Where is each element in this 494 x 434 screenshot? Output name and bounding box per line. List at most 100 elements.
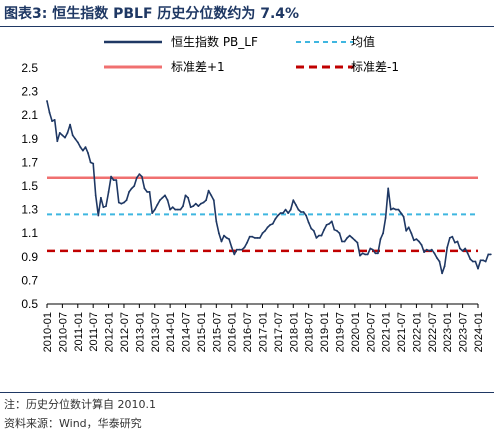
data-point bbox=[379, 238, 382, 241]
y-axis: 2.5 2.3 2.1 1.9 1.7 1.5 1.3 1.1 0.9 0.7 0.5 bbox=[21, 61, 38, 311]
x-tick-label: 2020-07 bbox=[365, 312, 377, 352]
data-point bbox=[48, 111, 51, 114]
data-point bbox=[413, 239, 415, 242]
data-point bbox=[369, 247, 372, 250]
data-point bbox=[125, 199, 128, 202]
data-point bbox=[433, 252, 436, 255]
data-point bbox=[305, 214, 307, 217]
data-point bbox=[348, 234, 351, 237]
data-point bbox=[164, 194, 166, 197]
data-point bbox=[315, 237, 318, 239]
data-point bbox=[307, 221, 310, 224]
data-point bbox=[182, 205, 184, 208]
data-point bbox=[297, 208, 300, 211]
data-point bbox=[102, 206, 105, 209]
data-point bbox=[89, 161, 92, 164]
x-tick-label: 2018-07 bbox=[304, 312, 316, 352]
y-tick-label: 2.3 bbox=[21, 85, 38, 99]
data-point bbox=[336, 229, 338, 232]
data-point bbox=[246, 241, 249, 244]
data-point bbox=[456, 240, 459, 243]
data-point bbox=[459, 247, 461, 250]
data-point bbox=[159, 199, 161, 202]
data-point bbox=[264, 229, 266, 232]
data-point bbox=[346, 237, 349, 239]
data-point bbox=[151, 212, 154, 215]
x-tick-label: 2021-07 bbox=[396, 312, 408, 352]
data-point bbox=[387, 187, 390, 190]
legend-label-plus1: 标准差+1 bbox=[171, 60, 225, 74]
x-tick-label: 2014-01 bbox=[165, 312, 177, 352]
data-point bbox=[200, 202, 202, 205]
data-point bbox=[92, 162, 95, 165]
y-tick-label: 1.7 bbox=[21, 155, 38, 169]
data-point bbox=[58, 132, 61, 134]
x-tick-label: 2015-07 bbox=[211, 312, 223, 352]
x-tick-label: 2012-07 bbox=[119, 312, 131, 352]
data-point bbox=[405, 229, 408, 232]
x-tick-label: 2015-01 bbox=[196, 312, 208, 352]
data-point bbox=[451, 235, 454, 238]
x-tick-label: 2012-01 bbox=[104, 312, 116, 352]
x-tick-label: 2016-07 bbox=[242, 312, 254, 352]
data-point bbox=[289, 208, 292, 211]
data-point bbox=[477, 267, 479, 270]
data-point bbox=[484, 260, 487, 263]
data-point bbox=[482, 259, 484, 262]
data-point bbox=[79, 146, 82, 148]
data-point bbox=[338, 232, 341, 235]
data-point bbox=[443, 265, 446, 268]
data-point bbox=[430, 248, 433, 251]
data-point bbox=[53, 119, 56, 121]
data-point bbox=[333, 228, 336, 231]
data-point bbox=[187, 196, 190, 199]
x-tick-label: 2022-07 bbox=[427, 312, 439, 352]
data-point bbox=[282, 212, 284, 215]
data-point bbox=[171, 206, 174, 209]
chart-title: 图表3: 恒生指数 PBLF 历史分位数约为 7.4% bbox=[4, 6, 300, 22]
data-point bbox=[400, 212, 402, 215]
source-note: 资料来源：Wind，华泰研究 bbox=[4, 417, 142, 430]
data-point bbox=[436, 257, 438, 259]
x-tick-label: 2010-01 bbox=[42, 312, 54, 352]
data-point bbox=[259, 237, 261, 239]
y-tick-label: 2.5 bbox=[21, 61, 38, 75]
x-tick-label: 2023-07 bbox=[458, 312, 470, 352]
data-point bbox=[166, 199, 169, 202]
data-point bbox=[361, 252, 364, 255]
data-point bbox=[205, 199, 208, 202]
data-point bbox=[212, 199, 215, 202]
data-point bbox=[197, 205, 200, 208]
data-point bbox=[153, 208, 156, 211]
data-point bbox=[66, 132, 69, 134]
data-point bbox=[325, 224, 328, 226]
x-tick-label: 2024-01 bbox=[473, 312, 485, 352]
data-point bbox=[133, 185, 136, 187]
data-point bbox=[397, 208, 400, 211]
data-point bbox=[176, 208, 179, 211]
data-point bbox=[105, 205, 107, 208]
data-point bbox=[256, 237, 259, 239]
data-point bbox=[141, 175, 143, 178]
data-point bbox=[248, 235, 251, 238]
x-axis: 2010-01 2010-07 2011-01 2011-07 2012-01 2012-… bbox=[42, 303, 485, 352]
data-point bbox=[161, 196, 164, 199]
data-point bbox=[220, 240, 223, 243]
data-point bbox=[425, 248, 428, 251]
data-point bbox=[64, 136, 66, 139]
data-point bbox=[241, 248, 243, 251]
data-point bbox=[454, 241, 456, 244]
data-point bbox=[130, 187, 133, 190]
data-point bbox=[382, 232, 384, 235]
data-point bbox=[461, 250, 464, 252]
data-point bbox=[143, 187, 146, 190]
data-point bbox=[225, 237, 228, 239]
y-tick-label: 1.1 bbox=[21, 226, 38, 240]
data-point bbox=[351, 237, 354, 239]
data-point bbox=[356, 241, 359, 244]
data-point bbox=[295, 204, 297, 206]
data-point bbox=[320, 234, 323, 237]
data-point bbox=[138, 173, 141, 176]
x-tick-label: 2017-01 bbox=[258, 312, 270, 352]
